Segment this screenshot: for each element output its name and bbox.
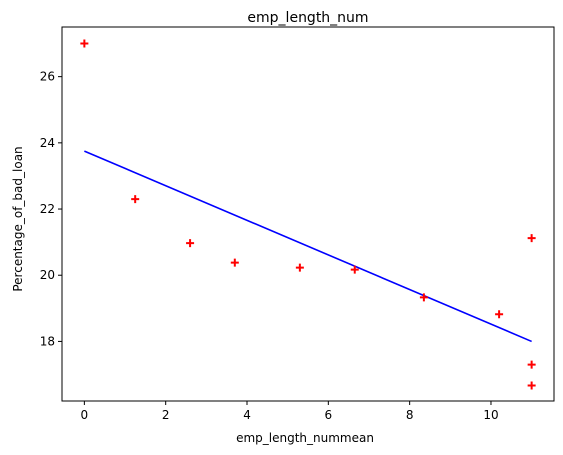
y-tick-label: 18 xyxy=(40,334,55,348)
scatter-point xyxy=(527,360,536,369)
x-tick-label: 0 xyxy=(81,408,89,422)
scatter-point xyxy=(131,195,140,204)
x-axis-ticks: 0 2 4 6 8 10 xyxy=(81,401,499,422)
scatter-point xyxy=(230,258,239,267)
x-tick-label: 10 xyxy=(483,408,498,422)
fit-line xyxy=(84,150,532,343)
y-axis-ticks: 18 20 22 24 26 xyxy=(40,70,62,348)
y-axis-label: Percentage_of_bad_loan xyxy=(11,146,25,291)
scatter-point xyxy=(419,293,428,302)
y-tick-label: 26 xyxy=(40,70,55,84)
scatter-point xyxy=(495,310,504,319)
scatter-point xyxy=(80,39,89,48)
x-axis-label: emp_length_nummean xyxy=(236,431,374,445)
points-layer xyxy=(80,39,536,390)
x-tick-label: 2 xyxy=(162,408,170,422)
plot-area xyxy=(61,26,555,402)
scatter-point xyxy=(527,381,536,390)
scatter-point xyxy=(295,263,304,272)
y-tick-label: 24 xyxy=(40,136,55,150)
scatter-point xyxy=(527,234,536,243)
y-tick-label: 22 xyxy=(40,202,55,216)
scatter-point xyxy=(350,265,359,274)
x-tick-label: 4 xyxy=(243,408,251,422)
chart-title: emp_length_num xyxy=(247,10,368,26)
fit-line-layer xyxy=(84,150,532,343)
y-tick-label: 20 xyxy=(40,268,55,282)
x-tick-label: 8 xyxy=(406,408,414,422)
x-tick-label: 6 xyxy=(325,408,333,422)
scatter-point xyxy=(186,239,195,248)
